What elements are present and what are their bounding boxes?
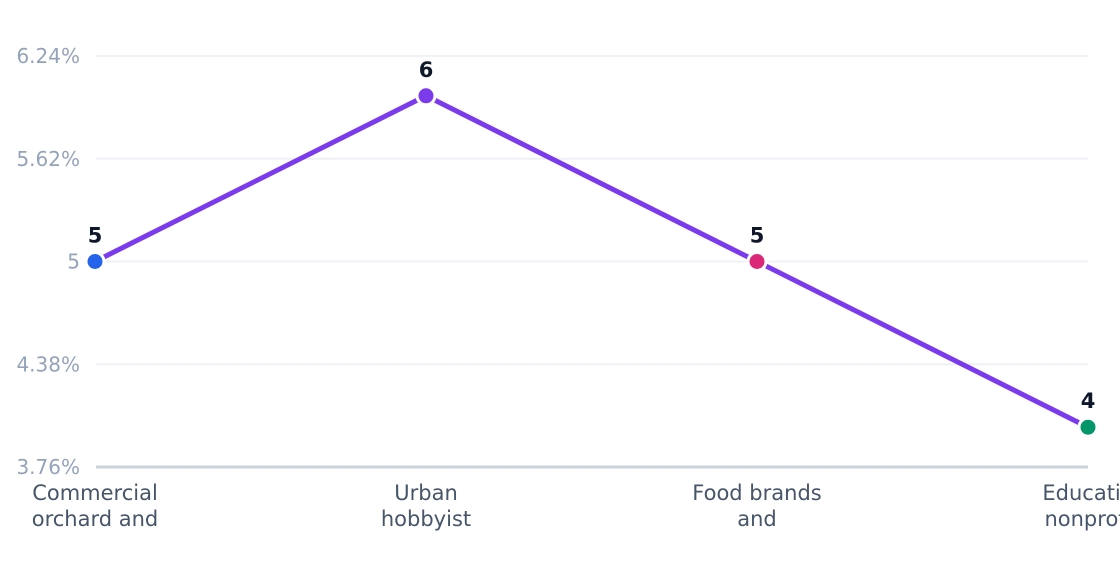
- data-label: 4: [1081, 389, 1096, 413]
- data-point[interactable]: [746, 251, 768, 272]
- x-tick-label: Food brands and: [692, 481, 821, 531]
- data-label: 5: [88, 224, 103, 248]
- y-axis-ticks: 6.24% 5.62% 5 4.38% 3.76%: [16, 44, 80, 479]
- data-point[interactable]: [1077, 416, 1099, 438]
- grid-layer: [96, 55, 1088, 366]
- y-tick-label: 3.76%: [16, 455, 80, 479]
- x-tick-label: Urban hobbyist: [381, 481, 471, 531]
- data-label: 5: [750, 224, 765, 248]
- data-point[interactable]: [415, 85, 437, 107]
- y-tick-label: 5.62%: [16, 147, 80, 171]
- x-tick-label: Commercial orchard and: [32, 481, 159, 531]
- y-tick-label: 6.24%: [16, 44, 80, 68]
- data-point[interactable]: [84, 251, 106, 272]
- series-layer: [92, 93, 1091, 430]
- x-tick-label: Educationonprofi: [1042, 481, 1120, 531]
- data-labels-layer: 5 6 5 4: [88, 58, 1096, 413]
- series-line: [92, 93, 1091, 430]
- y-tick-label: 4.38%: [16, 352, 80, 376]
- x-axis: Commercial orchard and Urban hobbyist Food b…: [32, 465, 1120, 531]
- data-label: 6: [419, 58, 434, 82]
- y-tick-label: 5: [67, 250, 80, 274]
- points-layer: [84, 85, 1099, 438]
